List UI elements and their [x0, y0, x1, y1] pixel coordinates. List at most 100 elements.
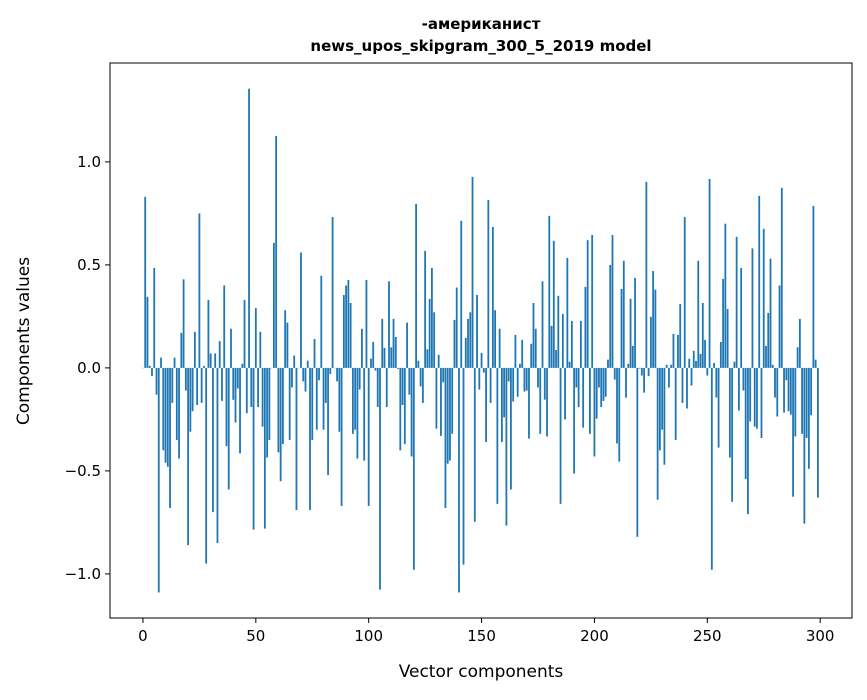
bar-component-23 — [194, 332, 196, 368]
bar-component-8 — [160, 358, 162, 368]
bar-component-68 — [296, 368, 298, 510]
bar-component-12 — [169, 368, 171, 508]
bar-component-60 — [277, 368, 279, 452]
bar-component-48 — [250, 368, 252, 407]
bar-component-237 — [677, 335, 679, 368]
bar-component-67 — [293, 356, 295, 368]
x-tick-label: 200 — [580, 627, 609, 645]
bar-component-11 — [167, 368, 169, 467]
bar-component-105 — [379, 368, 381, 590]
bar-component-207 — [609, 265, 611, 368]
bar-component-212 — [621, 289, 623, 368]
bar-component-255 — [718, 368, 720, 448]
bar-component-234 — [670, 365, 672, 368]
bar-component-236 — [675, 368, 677, 440]
bar-component-143 — [465, 338, 467, 368]
bar-component-26 — [201, 368, 203, 403]
bar-component-73 — [307, 361, 309, 368]
bar-component-121 — [415, 204, 417, 368]
bar-component-187 — [564, 368, 566, 420]
bar-component-190 — [571, 321, 573, 368]
bar-component-277 — [767, 313, 769, 368]
bar-component-83 — [329, 368, 331, 374]
bar-component-102 — [372, 342, 374, 368]
bar-component-293 — [803, 368, 805, 524]
bar-component-218 — [634, 278, 636, 368]
bar-component-140 — [458, 368, 460, 593]
bar-component-291 — [799, 319, 801, 368]
x-tick-label: 300 — [806, 627, 835, 645]
bar-component-261 — [731, 368, 733, 502]
bar-component-249 — [704, 340, 706, 368]
bar-component-216 — [630, 299, 632, 368]
bar-component-127 — [429, 299, 431, 368]
bar-component-77 — [316, 368, 318, 430]
bar-component-297 — [812, 206, 814, 368]
bar-component-233 — [668, 368, 670, 388]
bar-component-276 — [765, 346, 767, 368]
bar-component-56 — [268, 368, 270, 440]
bar-component-136 — [449, 368, 451, 461]
bar-component-169 — [524, 368, 526, 392]
bar-component-260 — [729, 368, 731, 458]
bar-component-66 — [291, 368, 293, 388]
bar-component-55 — [266, 368, 268, 458]
bar-component-282 — [779, 285, 781, 367]
y-tick-label: 0.5 — [77, 256, 101, 274]
bar-component-114 — [399, 368, 401, 450]
bar-component-59 — [275, 136, 277, 368]
bar-component-274 — [761, 368, 763, 438]
bar-component-265 — [740, 268, 742, 368]
bar-component-279 — [772, 365, 774, 368]
x-tick-label: 150 — [467, 627, 496, 645]
bar-component-4 — [151, 368, 153, 376]
bar-component-7 — [158, 368, 160, 593]
bar-component-172 — [530, 344, 532, 368]
bar-component-31 — [212, 368, 214, 512]
bar-component-33 — [217, 368, 219, 543]
bar-component-281 — [776, 368, 778, 417]
bar-component-269 — [749, 368, 751, 422]
bar-component-252 — [711, 368, 713, 570]
bar-component-229 — [659, 368, 661, 450]
bar-component-62 — [282, 368, 284, 444]
bar-component-247 — [700, 354, 702, 368]
bar-component-289 — [794, 368, 796, 437]
bar-component-184 — [557, 296, 559, 368]
bar-component-256 — [720, 342, 722, 368]
bar-component-232 — [666, 365, 668, 368]
bar-component-264 — [738, 368, 740, 411]
bar-component-45 — [244, 300, 246, 368]
bar-component-295 — [808, 368, 810, 469]
bar-component-44 — [241, 364, 243, 368]
bar-component-135 — [447, 368, 449, 464]
bar-component-154 — [490, 368, 492, 403]
bar-component-41 — [235, 368, 237, 423]
bar-component-209 — [614, 368, 616, 380]
bar-component-178 — [544, 368, 546, 400]
bar-component-153 — [487, 200, 489, 368]
bar-component-271 — [754, 368, 756, 427]
y-tick-label: 0.0 — [77, 359, 101, 377]
bar-component-149 — [478, 368, 480, 390]
bar-component-76 — [314, 339, 316, 368]
bar-component-183 — [555, 350, 557, 368]
bar-component-40 — [232, 368, 234, 400]
bar-component-128 — [431, 268, 433, 368]
bar-component-223 — [645, 182, 647, 368]
bar-component-254 — [715, 368, 717, 398]
bar-component-52 — [259, 332, 261, 368]
bar-component-215 — [627, 364, 629, 368]
bar-component-162 — [508, 368, 510, 382]
bar-component-208 — [612, 235, 614, 368]
bar-component-202 — [598, 368, 600, 388]
y-axis-ticks: −1.0−0.50.00.51.0 — [65, 153, 110, 583]
bar-component-156 — [494, 310, 496, 368]
bar-component-275 — [763, 229, 765, 368]
bar-component-251 — [709, 179, 711, 368]
bar-component-150 — [481, 353, 483, 368]
bar-component-111 — [393, 319, 395, 368]
bar-component-132 — [440, 368, 442, 436]
bar-component-185 — [560, 368, 562, 504]
